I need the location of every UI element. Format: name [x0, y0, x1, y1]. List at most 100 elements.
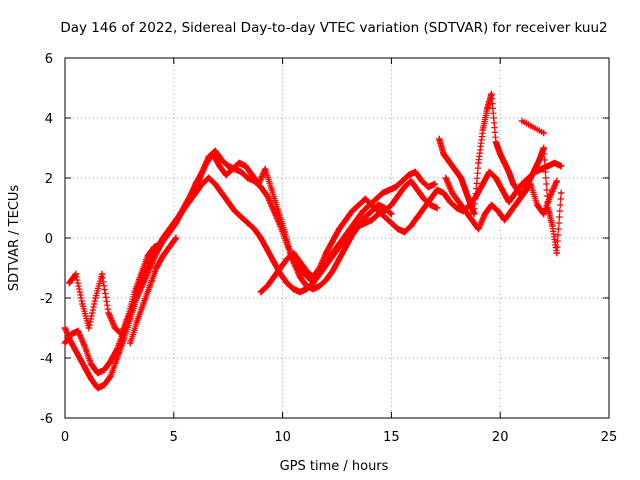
data-point: [329, 267, 336, 275]
data-point: [153, 264, 160, 272]
data-point: [164, 231, 171, 239]
data-point: [405, 171, 413, 179]
chart-title: Day 146 of 2022, Sidereal Day-to-day VTE…: [60, 20, 607, 36]
data-point: [316, 264, 323, 272]
data-point: [118, 330, 125, 338]
data-point: [375, 201, 382, 209]
data-point: [386, 186, 393, 194]
data-point: [349, 207, 356, 215]
data-point: [107, 372, 114, 380]
x-tick-label: 5: [170, 430, 178, 445]
data-point: [533, 201, 541, 209]
data-point: [203, 159, 210, 167]
data-point: [177, 210, 184, 218]
data-point: [362, 213, 369, 221]
data-point: [159, 252, 167, 260]
data-point: [137, 270, 145, 278]
data-point: [333, 243, 341, 251]
data-point: [225, 198, 232, 206]
data-point: [549, 222, 556, 230]
data-point: [394, 225, 402, 233]
data-point: [316, 282, 323, 290]
y-tick-label: 0: [45, 232, 53, 247]
data-point: [107, 357, 114, 365]
data-point: [536, 156, 543, 164]
data-point: [255, 180, 262, 188]
data-point: [296, 258, 304, 266]
series-markers-4: [436, 90, 565, 257]
data-point: [462, 207, 469, 215]
data-point: [81, 342, 88, 350]
data-point: [105, 309, 112, 317]
data-point: [264, 246, 271, 254]
data-point: [216, 162, 223, 170]
data-point: [449, 162, 456, 170]
data-point: [290, 249, 297, 257]
data-point: [335, 255, 343, 263]
data-point: [466, 198, 473, 206]
data-point: [229, 165, 236, 173]
data-point: [494, 207, 502, 215]
data-point: [235, 159, 243, 167]
data-point: [470, 210, 478, 218]
data-point: [392, 183, 399, 191]
data-point: [368, 216, 376, 224]
x-tick-label: 0: [61, 430, 69, 445]
data-point: [74, 327, 82, 335]
data-point: [275, 207, 282, 215]
data-point: [486, 168, 493, 176]
data-point: [381, 213, 389, 221]
series-6: [127, 234, 180, 347]
data-point: [222, 171, 230, 179]
x-tick-label: 10: [274, 430, 291, 445]
data-point: [100, 381, 108, 389]
data-point: [166, 243, 173, 251]
data-point: [131, 288, 138, 296]
data-point: [79, 300, 86, 308]
data-point: [375, 207, 382, 215]
data-point: [557, 162, 565, 170]
y-axis-label: SDTVAR / TECUs: [7, 185, 22, 292]
data-point: [475, 225, 482, 233]
data-point: [479, 126, 486, 134]
data-point: [144, 252, 151, 260]
data-point: [218, 156, 225, 164]
data-point: [342, 216, 349, 224]
data-point: [127, 339, 134, 347]
data-point: [146, 282, 154, 290]
data-point: [401, 183, 408, 191]
data-point: [492, 138, 500, 146]
data-point: [85, 324, 93, 332]
data-point: [296, 288, 304, 296]
data-point: [270, 273, 278, 281]
data-point: [553, 177, 560, 185]
data-point: [479, 180, 486, 188]
data-point: [342, 243, 349, 251]
data-point: [277, 264, 284, 272]
data-point: [481, 210, 489, 218]
data-point: [94, 384, 101, 392]
data-point: [340, 234, 347, 242]
data-point: [531, 165, 539, 173]
series-2: [66, 150, 439, 338]
data-point: [418, 177, 426, 185]
data-point: [442, 174, 449, 182]
data-point: [483, 105, 491, 113]
series-markers-2: [66, 150, 439, 338]
data-point: [507, 207, 515, 215]
data-point: [183, 198, 191, 206]
data-point: [281, 228, 288, 236]
series-5: [442, 174, 560, 233]
data-point: [211, 180, 219, 188]
data-point: [527, 180, 534, 188]
x-axis-label: GPS time / hours: [280, 459, 389, 474]
data-point: [68, 330, 75, 338]
data-point: [264, 282, 271, 290]
series-7: [518, 117, 547, 137]
data-point: [68, 339, 75, 347]
data-point: [425, 183, 432, 191]
data-point: [501, 159, 508, 167]
data-point: [296, 273, 304, 281]
data-point: [238, 213, 245, 221]
data-point: [510, 180, 517, 188]
